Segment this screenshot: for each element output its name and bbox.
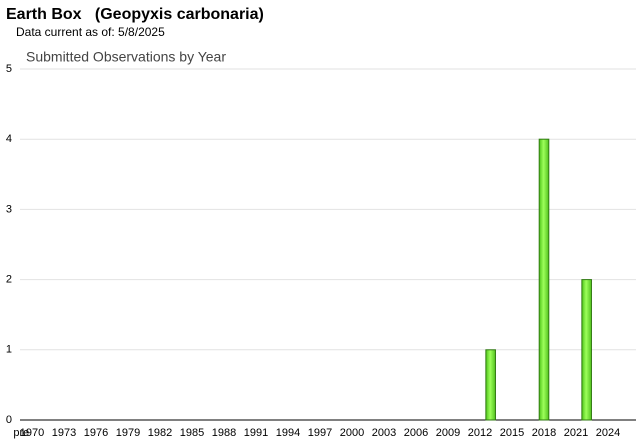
x-tick-label: 1997: [308, 427, 332, 439]
x-tick-label: 2012: [468, 427, 492, 439]
page-subtitle: Data current as of: 5/8/2025: [16, 25, 165, 39]
x-tick-label: 2024: [596, 427, 620, 439]
x-tick-label: 2003: [372, 427, 396, 439]
x-tick-label: 2015: [500, 427, 524, 439]
x-tick-label: 1991: [244, 427, 268, 439]
y-tick-label: 3: [6, 203, 12, 215]
x-tick-label: 1976: [84, 427, 108, 439]
y-tick-label: 0: [6, 414, 12, 426]
y-tick-label: 4: [6, 133, 12, 145]
x-tick-label: pre: [13, 427, 29, 439]
x-tick-label: 2006: [404, 427, 428, 439]
x-tick-label: 1979: [116, 427, 140, 439]
x-tick-label: 1973: [52, 427, 76, 439]
x-tick-label: 2021: [564, 427, 588, 439]
x-tick-label: 1970: [20, 427, 44, 439]
y-tick-label: 2: [6, 274, 12, 286]
x-tick-label: 1988: [212, 427, 236, 439]
y-tick-label: 1: [6, 344, 12, 356]
chart-title: Submitted Observations by Year: [26, 49, 226, 65]
y-tick-label: 5: [6, 63, 12, 75]
bar: [538, 138, 550, 421]
x-tick-label: 2000: [340, 427, 364, 439]
x-tick-label: 1982: [148, 427, 172, 439]
x-tick-label: 2018: [532, 427, 556, 439]
bar: [581, 279, 592, 421]
bar: [485, 349, 496, 421]
x-tick-label: 1985: [180, 427, 204, 439]
x-tick-label: 2009: [436, 427, 460, 439]
x-tick-label: 1994: [276, 427, 300, 439]
page-title: Earth Box (Geopyxis carbonaria): [6, 6, 264, 23]
